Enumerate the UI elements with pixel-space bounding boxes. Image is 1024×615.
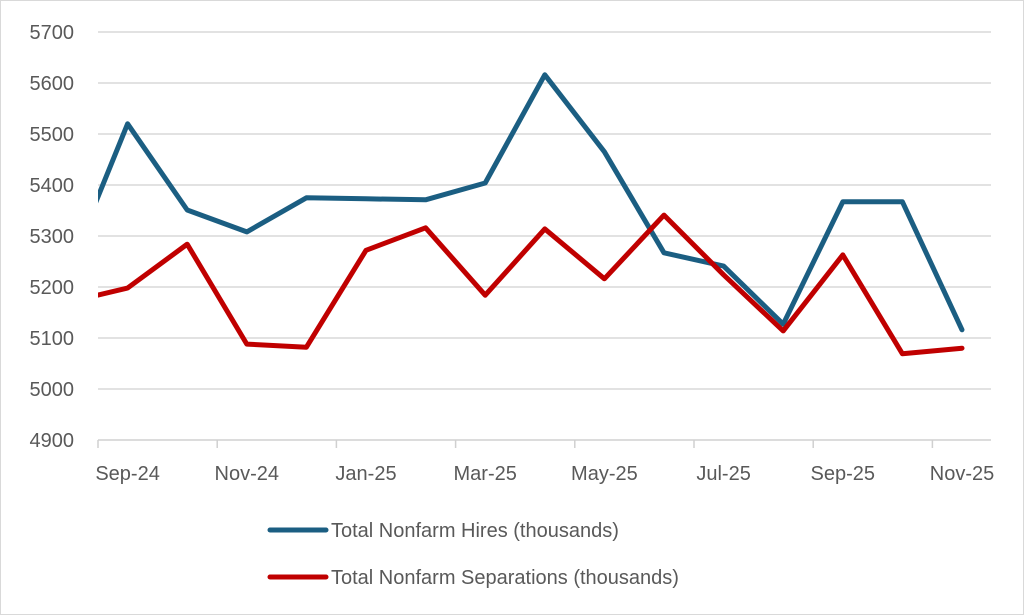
x-tick-label: Sep-25	[811, 463, 876, 485]
x-tick-label: Nov-24	[215, 463, 279, 485]
y-tick-label: 5100	[30, 328, 75, 350]
y-tick-label: 5400	[30, 175, 75, 197]
series-lines	[98, 72, 965, 357]
series-line-separations	[98, 212, 965, 357]
y-tick-label: 5700	[30, 22, 75, 44]
series-line-hires	[98, 72, 965, 333]
y-tick-label: 5600	[30, 73, 75, 95]
x-tick-label: Jan-25	[335, 463, 396, 485]
legend-label: Total Nonfarm Hires (thousands)	[331, 520, 619, 542]
y-tick-label: 5300	[30, 226, 75, 248]
x-tick-label: Nov-25	[930, 463, 994, 485]
x-tick-label: Mar-25	[454, 463, 517, 485]
legend: Total Nonfarm Hires (thousands) Total Non…	[267, 520, 679, 589]
y-tick-label: 5200	[30, 277, 75, 299]
legend-label: Total Nonfarm Separations (thousands)	[331, 567, 679, 589]
y-tick-label: 5500	[30, 124, 75, 146]
gridlines	[98, 31, 991, 441]
x-tick-label: May-25	[571, 463, 638, 485]
x-tick-label: Jul-25	[696, 463, 750, 485]
y-tick-label: 5000	[30, 379, 75, 401]
y-axis-ticks: 4900 5000 5100 5200 5300 5400 5500 5600 5700	[30, 22, 75, 452]
y-tick-label: 4900	[30, 430, 75, 452]
x-axis: Sep-24 Nov-24 Jan-25 Mar-25 May-25 Jul-25 Sep-…	[95, 440, 994, 485]
x-tick-label: Sep-24	[95, 463, 160, 485]
